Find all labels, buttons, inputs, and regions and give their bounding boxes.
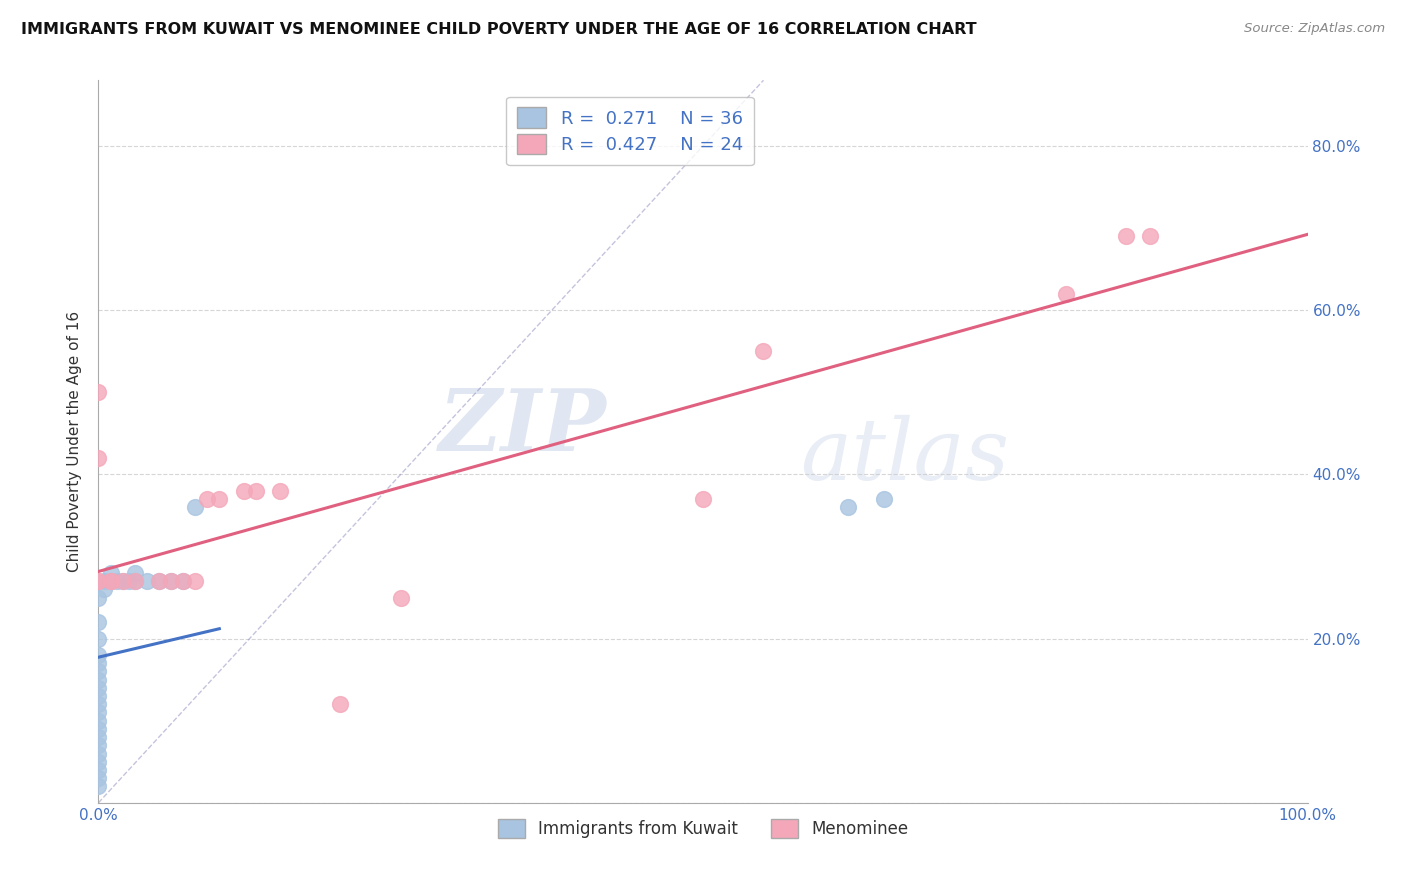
Point [100,566,122,580]
Legend: Immigrants from Kuwait, Menominee: Immigrants from Kuwait, Menominee [491,813,915,845]
Point [105,574,128,588]
Point [148,574,170,588]
Point [245,483,267,498]
Point [389,591,412,605]
Point [160,574,183,588]
Point [118,574,141,588]
Point [87,714,110,728]
Y-axis label: Child Poverty Under the Age of 16: Child Poverty Under the Age of 16 [67,311,83,572]
Point [87,739,110,753]
Point [232,483,254,498]
Point [93,574,115,588]
Point [100,574,122,588]
Point [1139,229,1161,244]
Point [87,385,110,400]
Text: atlas: atlas [800,415,1010,498]
Point [87,681,110,695]
Point [329,698,352,712]
Point [87,771,110,785]
Point [87,632,110,646]
Point [111,574,134,588]
Point [87,648,110,662]
Point [87,780,110,794]
Point [124,574,146,588]
Point [87,673,110,687]
Point [184,500,207,515]
Point [100,574,122,588]
Point [172,574,194,588]
Point [87,730,110,744]
Point [87,665,110,679]
Point [87,722,110,736]
Point [87,591,110,605]
Point [837,500,859,515]
Text: Source: ZipAtlas.com: Source: ZipAtlas.com [1244,22,1385,36]
Point [172,574,194,588]
Point [87,689,110,703]
Text: IMMIGRANTS FROM KUWAIT VS MENOMINEE CHILD POVERTY UNDER THE AGE OF 16 CORRELATIO: IMMIGRANTS FROM KUWAIT VS MENOMINEE CHIL… [21,22,977,37]
Point [87,755,110,769]
Point [124,574,146,588]
Point [87,657,110,671]
Point [87,747,110,761]
Point [752,344,775,359]
Point [692,491,714,506]
Point [873,491,896,506]
Point [195,491,218,506]
Point [87,615,110,630]
Point [160,574,183,588]
Point [208,491,231,506]
Point [135,574,157,588]
Point [87,450,110,465]
Point [269,483,291,498]
Point [1054,286,1077,301]
Point [87,574,110,588]
Point [111,574,134,588]
Point [1115,229,1137,244]
Point [87,763,110,777]
Point [124,566,146,580]
Point [87,698,110,712]
Text: ZIP: ZIP [439,385,606,469]
Point [184,574,207,588]
Point [87,706,110,720]
Point [148,574,170,588]
Point [100,574,122,588]
Point [87,574,110,588]
Point [93,582,115,597]
